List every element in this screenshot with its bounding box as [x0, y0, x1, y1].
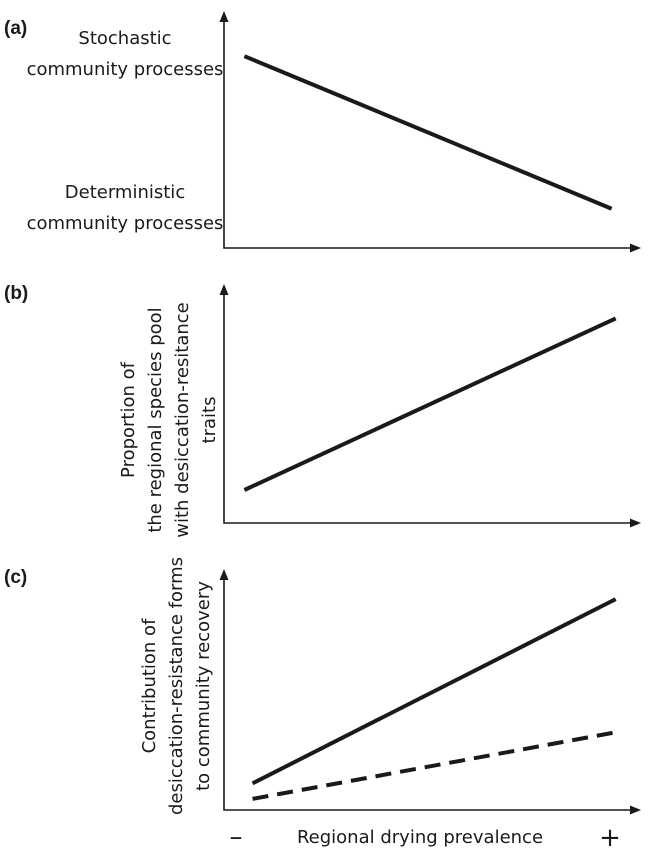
dashed-trend-line	[252, 730, 617, 801]
solid-trend-line	[243, 54, 613, 211]
y-axis-label-line-4: traits	[199, 397, 220, 444]
y-axis-label-line-2: the regional species pool	[145, 307, 166, 532]
plot-lines	[243, 54, 613, 211]
panel-b: (b) Proportion of the regional species p…	[4, 283, 641, 538]
axes	[223, 293, 632, 524]
y-bottom-label-line-1: Deterministic	[65, 182, 185, 203]
x-axis-arrowhead	[630, 805, 641, 815]
y-axis-label-line-1: Proportion of	[118, 361, 139, 478]
y-axis-label-line-1: Contribution of	[139, 618, 160, 753]
y-axis-arrowhead	[219, 11, 229, 22]
y-axis-label-line-2: desiccation-resistance forms	[166, 557, 187, 815]
x-axis-arrowhead	[630, 243, 641, 253]
y-axis-arrowhead	[219, 284, 229, 295]
x-axis-label: Regional drying prevalence	[297, 827, 543, 848]
y-axis-arrowhead	[219, 569, 229, 580]
solid-trend-line	[251, 597, 617, 786]
y-axis-label-line-3: with desiccation-resitance	[172, 302, 193, 538]
axes	[223, 20, 632, 249]
y-bottom-label-line-2: community processes	[27, 213, 224, 234]
panel-c: (c) Contribution of desiccation-resistan…	[4, 557, 641, 815]
y-axis-label-line-3: to community recovery	[193, 581, 214, 791]
x-axis-max-symbol: +	[599, 823, 621, 849]
panel-label: (b)	[4, 283, 28, 304]
plot-lines	[243, 316, 617, 492]
axes	[223, 578, 632, 811]
y-top-label-line-1: Stochastic	[78, 28, 171, 49]
plot-lines	[251, 597, 617, 801]
x-axis-arrowhead	[630, 518, 641, 528]
panel-a: (a) Stochastic community processes Deter…	[4, 11, 641, 253]
panel-label: (c)	[4, 567, 27, 588]
y-top-label-line-2: community processes	[27, 59, 224, 80]
x-axis-min-symbol: –	[230, 822, 243, 849]
panel-label: (a)	[4, 18, 27, 39]
solid-trend-line	[243, 316, 617, 492]
